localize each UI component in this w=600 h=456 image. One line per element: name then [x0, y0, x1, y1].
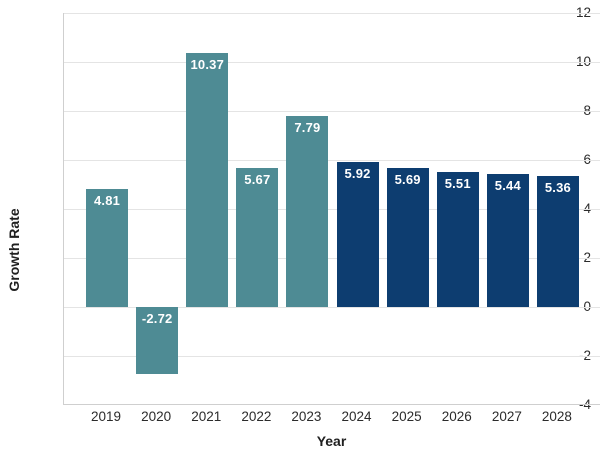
gridline-y-12	[64, 13, 600, 14]
bar-2023: 7.79	[286, 116, 329, 307]
x-axis-tick-label-2028: 2028	[541, 409, 572, 424]
x-axis-tick-label-2025: 2025	[391, 409, 422, 424]
bar-value-label: 5.67	[244, 172, 271, 188]
y-axis-tick-label: 0	[545, 298, 600, 316]
x-axis-tick-label-2019: 2019	[91, 409, 122, 424]
x-axis-tick-label-2022: 2022	[241, 409, 272, 424]
bar-value-label: 7.79	[294, 120, 321, 136]
x-axis-tick-label-2021: 2021	[191, 409, 222, 424]
y-axis-tick-label: 8	[545, 102, 600, 120]
bar-value-label: 10.37	[190, 56, 225, 72]
x-axis-tick-label-2026: 2026	[441, 409, 472, 424]
bar-value-label: 5.36	[544, 179, 571, 195]
gridline-y-0	[64, 307, 600, 308]
bar-2024: 5.92	[336, 161, 379, 307]
bar-2019: 4.81	[86, 189, 129, 307]
gridline-y-10	[64, 62, 600, 63]
x-axis-tick-label-2027: 2027	[491, 409, 522, 424]
y-axis-tick-label: 4	[545, 200, 600, 218]
y-axis-tick-label: 6	[545, 151, 600, 169]
bar-2026: 5.51	[436, 172, 479, 307]
bar-2022: 5.67	[236, 168, 279, 307]
x-axis-tick-label-2024: 2024	[341, 409, 372, 424]
bar-value-label: 5.51	[444, 176, 471, 191]
y-axis-title: Growth Rate	[6, 208, 22, 292]
y-axis-tick-label: -2	[578, 348, 591, 363]
bar-2028: 5.36	[536, 175, 579, 307]
bar-value-label: 5.44	[494, 177, 521, 193]
plot-area: 4.81 -2.72 10.37 5.67 7.79 5.92 5.69 5.51 5.44 5.…	[63, 13, 600, 405]
y-axis-tick-label: 12	[575, 5, 591, 20]
bar-value-label: 5.69	[394, 171, 421, 187]
bar-value-label: -2.72	[141, 311, 173, 326]
x-axis-tick-label-2020: 2020	[141, 409, 172, 424]
gridline-y-4	[64, 209, 600, 210]
y-axis-tick-label: 2	[545, 249, 600, 267]
bar-2027: 5.44	[486, 173, 529, 307]
bar-value-label: 4.81	[93, 193, 121, 209]
x-axis-tick-label-2023: 2023	[291, 409, 322, 424]
gridline-y-8	[64, 111, 600, 112]
gridline-y-2	[64, 258, 600, 259]
gridline-y-6	[64, 160, 600, 161]
bar-value-label: 5.92	[344, 165, 371, 181]
y-axis-tick-label: 10	[575, 54, 591, 69]
bar-2025: 5.69	[386, 167, 429, 307]
bar-2021: 10.37	[186, 52, 229, 307]
bar-2020: -2.72	[136, 307, 179, 374]
gridline-y--2	[64, 356, 600, 357]
x-axis-title: Year	[316, 433, 347, 449]
